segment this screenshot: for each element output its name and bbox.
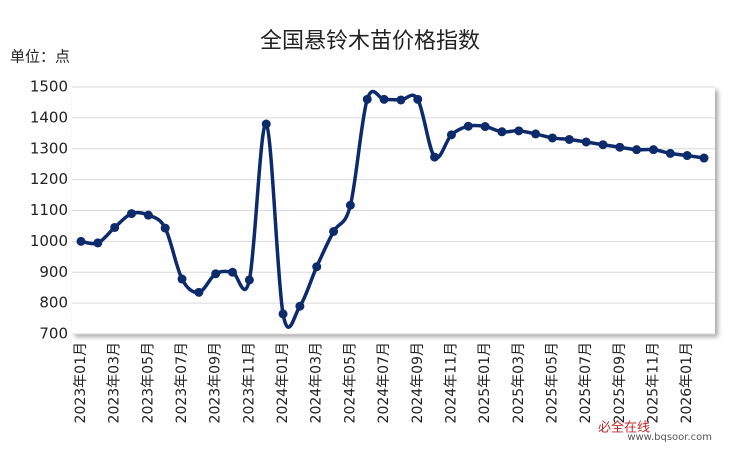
x-tick-label: 2025年09月 xyxy=(612,342,628,423)
y-unit: 单位：点 xyxy=(10,48,70,66)
x-tick-label: 2023年01月 xyxy=(73,342,89,423)
point xyxy=(76,236,86,246)
x-tick-label: 2023年07月 xyxy=(174,342,190,423)
point xyxy=(362,94,372,104)
point xyxy=(110,222,120,232)
point xyxy=(480,122,490,132)
point xyxy=(497,127,507,137)
y-tick-label: 900 xyxy=(39,263,68,281)
x-tick-label: 2024年03月 xyxy=(309,342,325,423)
watermark-name: 必全在线 xyxy=(598,420,650,436)
x-tick-label: 2025年07月 xyxy=(578,342,594,423)
x-tick-label: 2024年09月 xyxy=(410,342,426,423)
point xyxy=(329,226,339,236)
point xyxy=(278,309,288,319)
point xyxy=(93,238,103,248)
x-tick-label: 2024年07月 xyxy=(376,342,392,423)
point xyxy=(446,130,456,140)
x-tick-label: 2025年03月 xyxy=(511,342,527,423)
point xyxy=(547,133,557,143)
point xyxy=(295,301,305,311)
y-tick-label: 1500 xyxy=(30,78,68,96)
x-tick-label: 2023年11月 xyxy=(241,342,257,423)
point xyxy=(463,121,473,131)
point xyxy=(379,94,389,104)
x-tick-label: 2023年09月 xyxy=(208,342,224,423)
y-tick-label: 1100 xyxy=(30,201,68,219)
point xyxy=(531,129,541,139)
point xyxy=(665,148,675,158)
point xyxy=(211,269,221,279)
point xyxy=(127,209,137,219)
point xyxy=(143,210,153,220)
point xyxy=(345,200,355,210)
x-tick-label: 2026年01月 xyxy=(679,342,695,423)
x-tick-label: 2024年05月 xyxy=(342,342,358,423)
point xyxy=(228,267,238,277)
point xyxy=(312,262,322,272)
point xyxy=(261,119,271,129)
point xyxy=(682,151,692,161)
y-tick-label: 1300 xyxy=(30,139,68,157)
watermark-url: www.bqsoor.com xyxy=(627,432,712,443)
point xyxy=(413,94,423,104)
point xyxy=(581,137,591,147)
point xyxy=(632,145,642,155)
x-tick-label: 2024年11月 xyxy=(443,342,459,423)
y-tick-label: 1000 xyxy=(30,232,68,250)
point xyxy=(648,145,658,155)
point xyxy=(514,126,524,136)
x-tick-label: 2024年01月 xyxy=(275,342,291,423)
point xyxy=(430,152,440,162)
point xyxy=(396,95,406,105)
y-tick-label: 1400 xyxy=(30,108,68,126)
point xyxy=(564,134,574,144)
x-tick-label: 2023年05月 xyxy=(140,342,156,423)
x-tick-label: 2025年05月 xyxy=(544,342,560,423)
point xyxy=(699,153,709,163)
y-tick-label: 700 xyxy=(39,325,68,343)
y-tick-label: 800 xyxy=(39,294,68,312)
x-tick-label: 2023年03月 xyxy=(107,342,123,423)
y-tick-label: 1200 xyxy=(30,170,68,188)
x-tick-label: 2025年01月 xyxy=(477,342,493,423)
x-tick-label: 2025年11月 xyxy=(645,342,661,423)
point xyxy=(598,140,608,150)
point xyxy=(244,275,254,285)
point xyxy=(615,142,625,152)
point xyxy=(160,223,170,233)
chart-title: 全国悬铃木苗价格指数 xyxy=(260,29,480,54)
line xyxy=(80,89,705,329)
point xyxy=(194,287,204,297)
point xyxy=(177,274,187,284)
